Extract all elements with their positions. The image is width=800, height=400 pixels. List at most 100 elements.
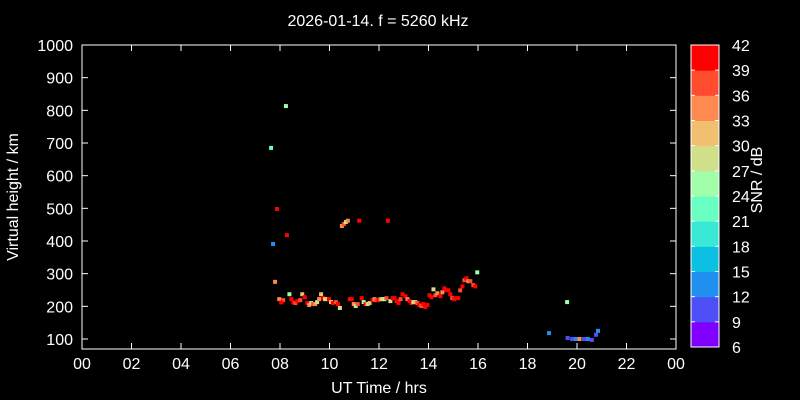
- colorbar-tick-label: 15: [732, 265, 750, 282]
- data-point: [429, 295, 434, 300]
- data-point: [464, 276, 469, 281]
- y-tick-label: 900: [46, 71, 73, 88]
- data-point: [581, 337, 586, 341]
- data-point: [284, 233, 289, 238]
- data-point: [277, 297, 282, 302]
- colorbar-band: [691, 321, 719, 348]
- colorbar-tick-label: 39: [732, 63, 750, 80]
- data-point: [271, 241, 276, 246]
- x-axis-label: UT Time / hrs: [331, 380, 427, 397]
- colorbar-label: SNR / dB: [749, 147, 766, 214]
- y-tick-label: 200: [46, 299, 73, 316]
- data-point: [570, 337, 575, 341]
- x-tick-label: 18: [519, 356, 537, 373]
- data-point: [275, 206, 280, 211]
- colorbar-tick-label: 12: [732, 290, 750, 307]
- data-point: [345, 218, 350, 223]
- y-tick-label: 400: [46, 234, 73, 251]
- data-point: [298, 298, 303, 303]
- x-tick-label: 22: [618, 356, 636, 373]
- chart-title: 2026-01-14. f = 5260 kHz: [287, 13, 468, 30]
- data-point: [596, 328, 601, 333]
- x-tick-label: 00: [667, 356, 685, 373]
- data-point: [281, 298, 286, 303]
- data-point: [355, 302, 360, 307]
- colorbar-band: [691, 45, 719, 71]
- data-point: [460, 284, 465, 289]
- y-tick-label: 300: [46, 267, 73, 284]
- data-point: [547, 331, 552, 336]
- data-point: [392, 296, 397, 301]
- data-point: [565, 300, 570, 305]
- colorbar-band: [691, 170, 719, 197]
- y-axis-label: Virtual height / km: [5, 133, 22, 261]
- y-tick-label: 800: [46, 103, 73, 120]
- colorbar-tick-label: 18: [732, 239, 750, 256]
- colorbar-band: [691, 70, 719, 96]
- data-point: [403, 294, 408, 299]
- y-tick-label: 500: [46, 201, 73, 218]
- colorbar-band: [691, 246, 719, 272]
- data-point: [468, 279, 473, 284]
- data-point: [456, 296, 461, 301]
- y-axis: 100 200 300 400 500 600 700 800 900 1000: [37, 38, 676, 349]
- data-point: [574, 337, 579, 341]
- data-point: [269, 145, 274, 150]
- colorbar-tick-label: 21: [732, 214, 750, 231]
- data-point: [435, 291, 440, 296]
- x-tick-label: 20: [568, 356, 586, 373]
- data-point: [327, 297, 332, 302]
- colorbar-band: [691, 221, 719, 247]
- data-point: [594, 332, 599, 337]
- colorbar-tick-label: 30: [732, 139, 750, 156]
- colorbar-band: [691, 95, 719, 121]
- y-tick-label: 100: [46, 332, 73, 349]
- data-point: [438, 294, 443, 299]
- colorbar-band: [691, 296, 719, 323]
- data-point: [440, 290, 445, 295]
- colorbar-band: [691, 120, 719, 147]
- data-point: [425, 303, 430, 308]
- x-tick-label: 02: [123, 356, 141, 373]
- colorbar-tick-label: 33: [732, 114, 750, 131]
- x-tick-label: 08: [271, 356, 289, 373]
- y-tick-label: 600: [46, 169, 73, 186]
- data-point: [398, 297, 403, 302]
- data-point: [565, 336, 570, 341]
- data-point: [577, 337, 582, 341]
- data-point: [300, 292, 305, 297]
- data-point: [287, 292, 292, 297]
- colorbar-tick-label: 27: [732, 164, 750, 181]
- y-tick-label: 700: [46, 136, 73, 153]
- colorbar-tick-label: 42: [732, 38, 750, 55]
- data-point: [589, 337, 594, 342]
- data-point: [423, 304, 428, 309]
- data-point: [400, 292, 405, 297]
- data-point: [315, 300, 320, 305]
- x-tick-label: 00: [73, 356, 91, 373]
- data-point: [349, 297, 354, 302]
- data-point: [335, 302, 340, 307]
- data-point: [330, 301, 335, 306]
- x-tick-label: 06: [222, 356, 240, 373]
- data-point: [273, 279, 278, 284]
- data-point: [283, 104, 288, 109]
- data-points: [269, 104, 601, 342]
- x-tick-label: 16: [469, 356, 487, 373]
- colorbar-band: [691, 196, 719, 222]
- data-point: [359, 296, 364, 301]
- data-point: [396, 301, 401, 306]
- data-point: [458, 288, 463, 293]
- data-point: [337, 305, 342, 310]
- x-tick-label: 04: [172, 356, 190, 373]
- data-point: [289, 297, 294, 302]
- colorbar-tick-label: 6: [732, 340, 741, 357]
- colorbar: 6 9 12 15 18 21 24 27 30 33 36 39 42: [690, 38, 750, 357]
- data-point: [475, 270, 480, 275]
- colorbar-band: [691, 271, 719, 298]
- data-point: [367, 301, 372, 306]
- data-point: [385, 218, 390, 223]
- data-point: [446, 288, 451, 293]
- colorbar-tick-label: 24: [732, 189, 750, 206]
- colorbar-tick-label: 9: [732, 315, 741, 332]
